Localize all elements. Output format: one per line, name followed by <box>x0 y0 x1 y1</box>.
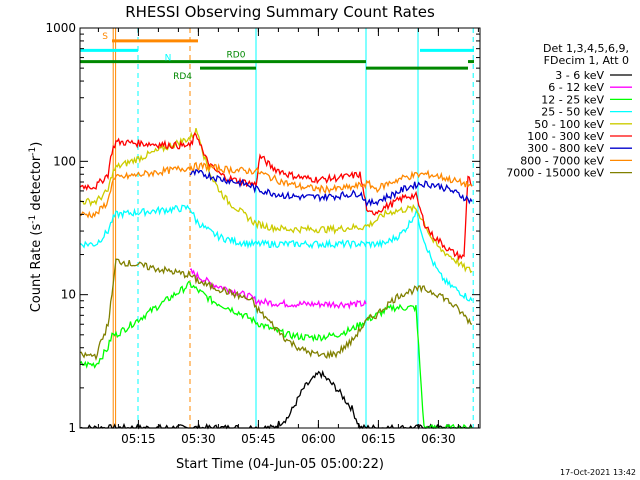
series-line-6-12-kev <box>189 268 367 310</box>
x-tick-label: 06:30 <box>421 432 456 446</box>
y-axis-label-part: ) <box>29 142 44 147</box>
x-tick-label: 06:15 <box>361 432 396 446</box>
x-tick-label: 05:15 <box>121 432 156 446</box>
plot-area: S N RD0 RD4 1 10 100 1000 05:15 05:30 05:45 06:00 06… <box>45 21 481 446</box>
x-tick-label: 06:00 <box>301 432 336 446</box>
legend-label: 12 - 25 keV <box>541 93 604 106</box>
legend-label: 50 - 100 keV <box>534 118 604 131</box>
series-line-300-800-kev <box>189 168 473 208</box>
legend-label: 3 - 6 keV <box>555 69 604 82</box>
x-tick-label: 05:30 <box>181 432 216 446</box>
legend-header-line: FDecim 1, Att 0 <box>544 54 629 67</box>
legend: Det 1,3,4,5,6,9,FDecim 1, Att 0 3 - 6 keV… <box>506 42 632 180</box>
state-label-s: S <box>102 32 108 42</box>
legend-label: 300 - 800 keV <box>527 142 604 155</box>
series-line-50-100-kev <box>79 127 473 274</box>
y-axis-label-part: -1 <box>28 147 38 156</box>
series-line-25-50-kev <box>79 204 473 302</box>
legend-label: 25 - 50 keV <box>541 106 604 119</box>
y-tick-label-1: 1 <box>68 421 76 435</box>
plot-frame <box>79 27 481 429</box>
footer-timestamp: 17-Oct-2021 13:42 <box>560 468 636 477</box>
state-label-rd0: RD0 <box>227 51 246 61</box>
y-tick-label-10: 10 <box>61 288 76 302</box>
y-axis-label-part: -1 <box>28 215 38 224</box>
y-axis-label-part: detector <box>29 155 44 215</box>
y-axis-label-part: Count Rate (s <box>29 224 44 313</box>
legend-label: 6 - 12 keV <box>548 81 604 94</box>
legend-header-line: Det 1,3,4,5,6,9, <box>543 42 629 55</box>
chart-title: RHESSI Observing Summary Count Rates <box>125 3 435 21</box>
legend-label: 800 - 7000 keV <box>520 154 604 167</box>
series-line-7000-15000-kev <box>79 258 473 361</box>
legend-label: 7000 - 15000 keV <box>506 167 604 180</box>
y-axis-label: Count Rate (s-1 detector-1) <box>28 142 44 313</box>
state-label-n: N <box>165 53 172 63</box>
x-tick-label: 05:45 <box>241 432 276 446</box>
x-axis-label: Start Time (04-Jun-05 05:00:22) <box>176 457 384 472</box>
state-label-rd4: RD4 <box>173 72 192 82</box>
series-line-800-7000-kev <box>79 161 473 219</box>
series-line-100-300-kev <box>79 132 473 262</box>
legend-label: 100 - 300 keV <box>527 130 604 143</box>
y-tick-label-1000: 1000 <box>45 21 76 35</box>
y-tick-label-100: 100 <box>53 154 76 168</box>
